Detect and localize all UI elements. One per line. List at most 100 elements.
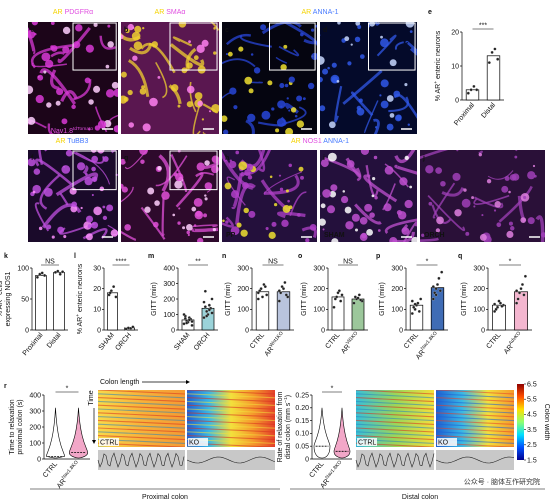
cell	[193, 224, 197, 227]
y-tick-label: 200	[237, 286, 249, 293]
cell	[240, 172, 245, 177]
cell	[327, 205, 336, 214]
heatmap-stripe	[98, 412, 185, 418]
heatmap-stripe	[187, 393, 275, 399]
cell	[493, 209, 497, 212]
cell	[186, 85, 195, 94]
cell	[344, 36, 350, 42]
cell	[91, 176, 98, 182]
cell	[320, 203, 326, 209]
cell	[204, 160, 210, 166]
label: proximal colon (s)	[17, 399, 24, 454]
cell	[269, 175, 273, 179]
cell	[31, 22, 39, 26]
data-point	[280, 285, 284, 289]
significance: ***	[479, 23, 487, 30]
cell	[33, 32, 37, 36]
y-tick-label: 100	[313, 307, 325, 314]
fiber	[364, 100, 379, 134]
cell	[55, 100, 61, 106]
cell	[253, 67, 261, 74]
cell	[473, 205, 476, 208]
cell	[105, 64, 110, 69]
label: GITT (min)	[301, 282, 308, 316]
fiber	[222, 216, 234, 228]
fiber	[376, 34, 397, 57]
cell	[177, 104, 181, 108]
cell	[170, 84, 179, 92]
cell	[85, 215, 94, 223]
cell	[212, 227, 217, 232]
data-point	[336, 291, 340, 295]
heatmap-stripe	[356, 431, 434, 437]
tag-bg	[99, 438, 119, 446]
cell	[359, 216, 368, 225]
cell	[107, 24, 111, 28]
panel-letter: m	[148, 253, 154, 260]
cell	[134, 25, 142, 33]
cell	[186, 101, 193, 108]
fiber	[409, 47, 417, 56]
cell	[157, 165, 162, 171]
y-tick-label: 10	[93, 307, 101, 314]
data-point	[436, 283, 440, 287]
cell	[327, 66, 330, 70]
cell	[463, 188, 467, 192]
data-point	[519, 287, 523, 291]
y-tick-label: 200	[163, 296, 175, 303]
cell	[374, 196, 378, 200]
inset-box	[72, 22, 117, 71]
y-tick-label: 0	[399, 327, 403, 334]
cell	[351, 213, 360, 222]
cell	[322, 68, 329, 75]
trace-bg	[356, 450, 434, 470]
fiber	[354, 203, 382, 225]
cell	[229, 87, 237, 95]
fiber	[75, 151, 111, 185]
heatmap: CTRL	[98, 390, 185, 447]
heatmap: KO	[436, 390, 514, 447]
cell	[174, 180, 183, 189]
colorbar-title: Colon width	[543, 404, 550, 441]
data-point	[339, 299, 343, 303]
fiber	[263, 171, 303, 195]
trace	[186, 456, 276, 464]
cell	[389, 59, 397, 67]
cell	[346, 160, 355, 168]
fiber	[82, 165, 89, 175]
text-segment: GITT (min)	[225, 282, 232, 316]
cell	[261, 110, 271, 120]
text-segment: enteric neurons	[77, 263, 84, 314]
cell	[280, 64, 287, 71]
significance: NS	[45, 259, 55, 266]
data-point	[61, 270, 65, 274]
cell	[288, 109, 291, 112]
cell	[242, 182, 249, 189]
heatmap-stripe	[436, 419, 514, 425]
cell	[290, 107, 297, 113]
cell	[196, 162, 205, 171]
cell	[354, 36, 361, 43]
data-point	[112, 285, 116, 289]
cell	[46, 102, 52, 108]
label: CTRL	[324, 332, 341, 351]
cell	[196, 44, 205, 53]
data-point	[412, 305, 416, 309]
heatmap-stripe	[187, 427, 275, 433]
data-point	[522, 293, 526, 297]
inset-box	[169, 22, 218, 71]
cell	[248, 88, 254, 94]
text-segment: AR	[415, 349, 427, 361]
label: AR TuBB3	[56, 138, 89, 145]
heatmap-stripe	[98, 390, 185, 395]
text-segment: enteric neurons	[435, 30, 442, 81]
inset-box	[368, 22, 416, 71]
cell	[380, 100, 389, 109]
cell	[84, 77, 91, 84]
fiber	[99, 35, 117, 50]
cell	[128, 122, 135, 128]
panel-letter: c	[225, 27, 229, 34]
data-point	[108, 291, 112, 295]
cell	[204, 197, 208, 201]
heatmap-stripe	[98, 404, 185, 410]
